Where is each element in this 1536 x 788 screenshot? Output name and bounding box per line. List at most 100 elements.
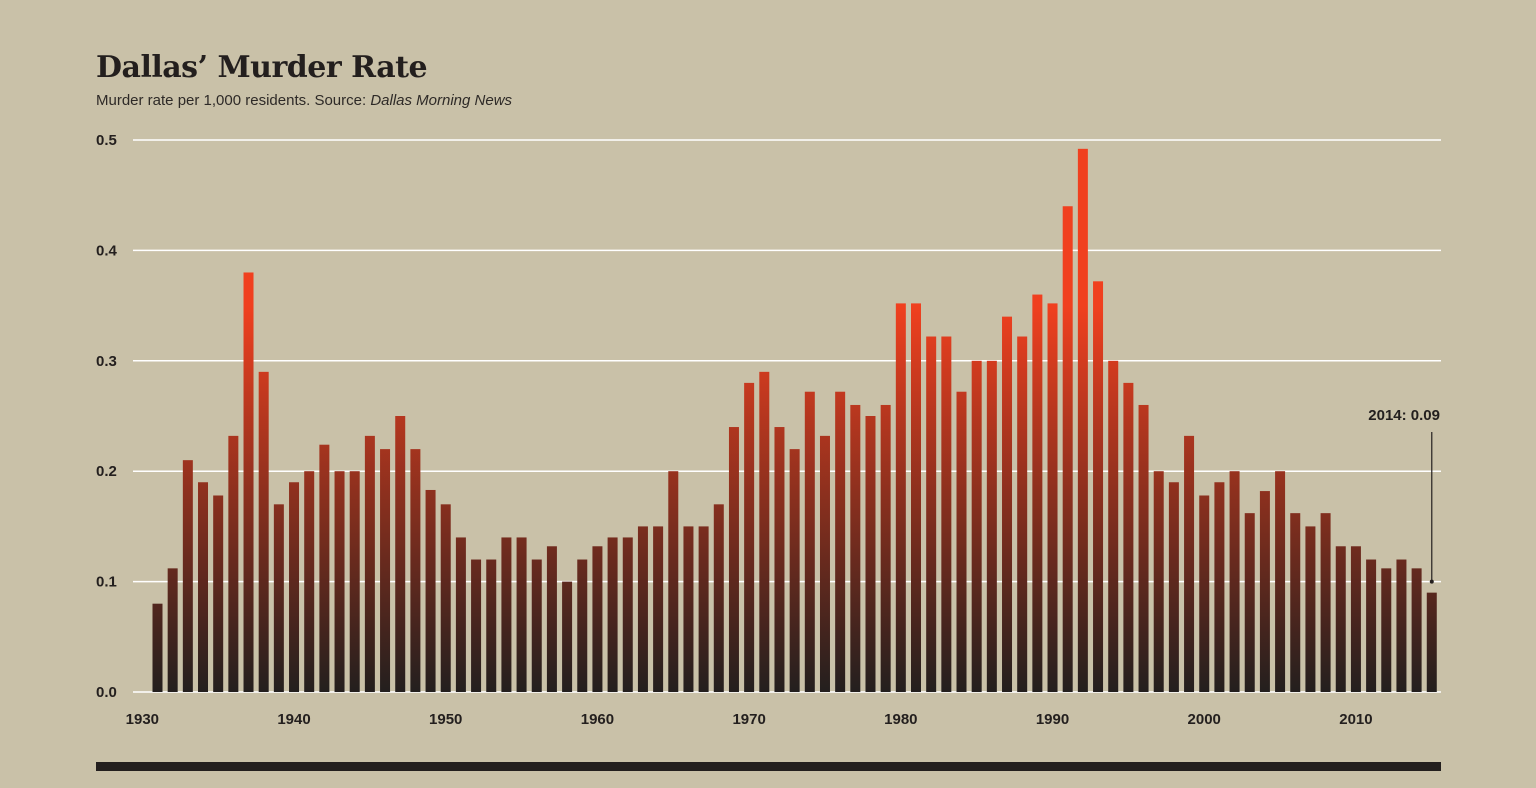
x-tick-label: 1970 (732, 711, 765, 728)
bar-1961 (607, 537, 618, 692)
bar-1949 (425, 489, 436, 692)
bar-1972 (774, 427, 785, 692)
bar-1976 (835, 391, 846, 692)
bar-1991 (1062, 206, 1073, 693)
bar-1979 (880, 404, 891, 692)
y-tick-label: 0.0 (96, 684, 117, 701)
bar-1997 (1153, 471, 1164, 692)
bar-1948 (410, 449, 421, 692)
y-tick-label: 0.3 (96, 353, 117, 370)
bar-1956 (531, 559, 542, 692)
bar-2006 (1290, 513, 1301, 692)
bar-2010 (1350, 546, 1361, 692)
bar-1955 (516, 537, 527, 692)
bar-1952 (471, 559, 482, 692)
bar-1953 (486, 559, 497, 692)
bar-1969 (728, 427, 739, 692)
y-tick-label: 0.5 (96, 132, 117, 149)
bar-1973 (789, 449, 800, 692)
bar-1994 (1108, 360, 1119, 692)
bar-1982 (926, 336, 937, 692)
x-axis: 1930 1940 1950 1960 1970 1980 1990 2000 2010 (126, 711, 1373, 728)
bar-2015 (1426, 592, 1437, 692)
bar-2002 (1229, 471, 1240, 692)
bar-2005 (1275, 471, 1286, 692)
bar-2009 (1335, 546, 1346, 692)
y-tick-label: 0.2 (96, 463, 117, 480)
bar-1981 (911, 303, 921, 692)
annotation-dot (1429, 579, 1434, 584)
bar-1943 (334, 471, 345, 692)
bar-1940 (289, 482, 300, 692)
y-axis: 0.0 0.1 0.2 0.3 0.4 0.5 (96, 132, 118, 701)
subtitle-text: Murder rate per 1,000 residents. Source: (96, 92, 371, 109)
bar-1978 (865, 416, 876, 692)
bar-1942 (319, 444, 330, 692)
bar-1970 (744, 382, 755, 692)
bar-1962 (622, 537, 633, 692)
bar-1975 (819, 435, 830, 692)
chart-title: Dallas’ Murder Rate (96, 50, 428, 85)
bar-1960 (592, 546, 603, 692)
bar-1939 (273, 504, 284, 692)
bar-1963 (637, 526, 648, 692)
x-tick-label: 1950 (429, 711, 462, 728)
bar-1980 (895, 303, 906, 692)
bar-2007 (1305, 526, 1316, 692)
x-tick-label: 1960 (581, 711, 614, 728)
bar-2012 (1381, 568, 1392, 692)
subtitle-source: Dallas Morning News (370, 92, 513, 109)
annotation: 2014: 0.09 (1368, 407, 1440, 584)
bar-1977 (850, 404, 861, 692)
x-tick-label: 1990 (1036, 711, 1069, 728)
bar-2014 (1411, 568, 1422, 692)
bar-1967 (698, 526, 709, 692)
bar-1993 (1093, 281, 1104, 692)
bar-2000 (1199, 495, 1210, 692)
bar-2008 (1320, 513, 1331, 692)
bar-2003 (1244, 513, 1255, 692)
annotation-label: 2014: 0.09 (1368, 407, 1440, 424)
bar-2011 (1366, 559, 1377, 692)
bar-1996 (1138, 404, 1149, 692)
bar-1958 (562, 581, 573, 692)
bar-1999 (1184, 435, 1195, 692)
bar-1936 (228, 435, 239, 692)
bar-1951 (455, 537, 466, 692)
bar-1945 (364, 435, 375, 692)
bar-1968 (713, 504, 724, 692)
bar-1965 (668, 471, 679, 692)
bar-1944 (349, 471, 360, 692)
bars (152, 148, 1437, 693)
bar-1985 (971, 360, 982, 692)
bar-1990 (1047, 303, 1058, 692)
bar-1932 (167, 568, 178, 692)
bar-1974 (804, 391, 815, 692)
x-tick-label: 1940 (277, 711, 310, 728)
bar-1988 (1017, 336, 1028, 692)
bar-1938 (258, 371, 269, 692)
bar-1989 (1032, 294, 1043, 692)
chart-subtitle: Murder rate per 1,000 residents. Source:… (96, 92, 512, 109)
bar-1934 (198, 482, 209, 692)
bar-1959 (577, 559, 588, 692)
bar-1995 (1123, 382, 1134, 692)
bar-1986 (986, 360, 997, 692)
x-tick-label: 2010 (1339, 711, 1372, 728)
bottom-rule (96, 762, 1441, 771)
bar-1935 (213, 495, 224, 692)
bar-2001 (1214, 482, 1225, 692)
bar-1964 (653, 526, 664, 692)
bar-2013 (1396, 559, 1407, 692)
bar-1933 (182, 460, 193, 692)
bar-1987 (1002, 316, 1013, 692)
x-tick-label: 2000 (1188, 711, 1221, 728)
bar-1984 (956, 391, 967, 692)
x-tick-label: 1930 (126, 711, 159, 728)
y-tick-label: 0.4 (96, 242, 118, 259)
bar-2004 (1259, 491, 1270, 692)
bar-1947 (395, 416, 406, 692)
bar-1931 (152, 603, 163, 692)
